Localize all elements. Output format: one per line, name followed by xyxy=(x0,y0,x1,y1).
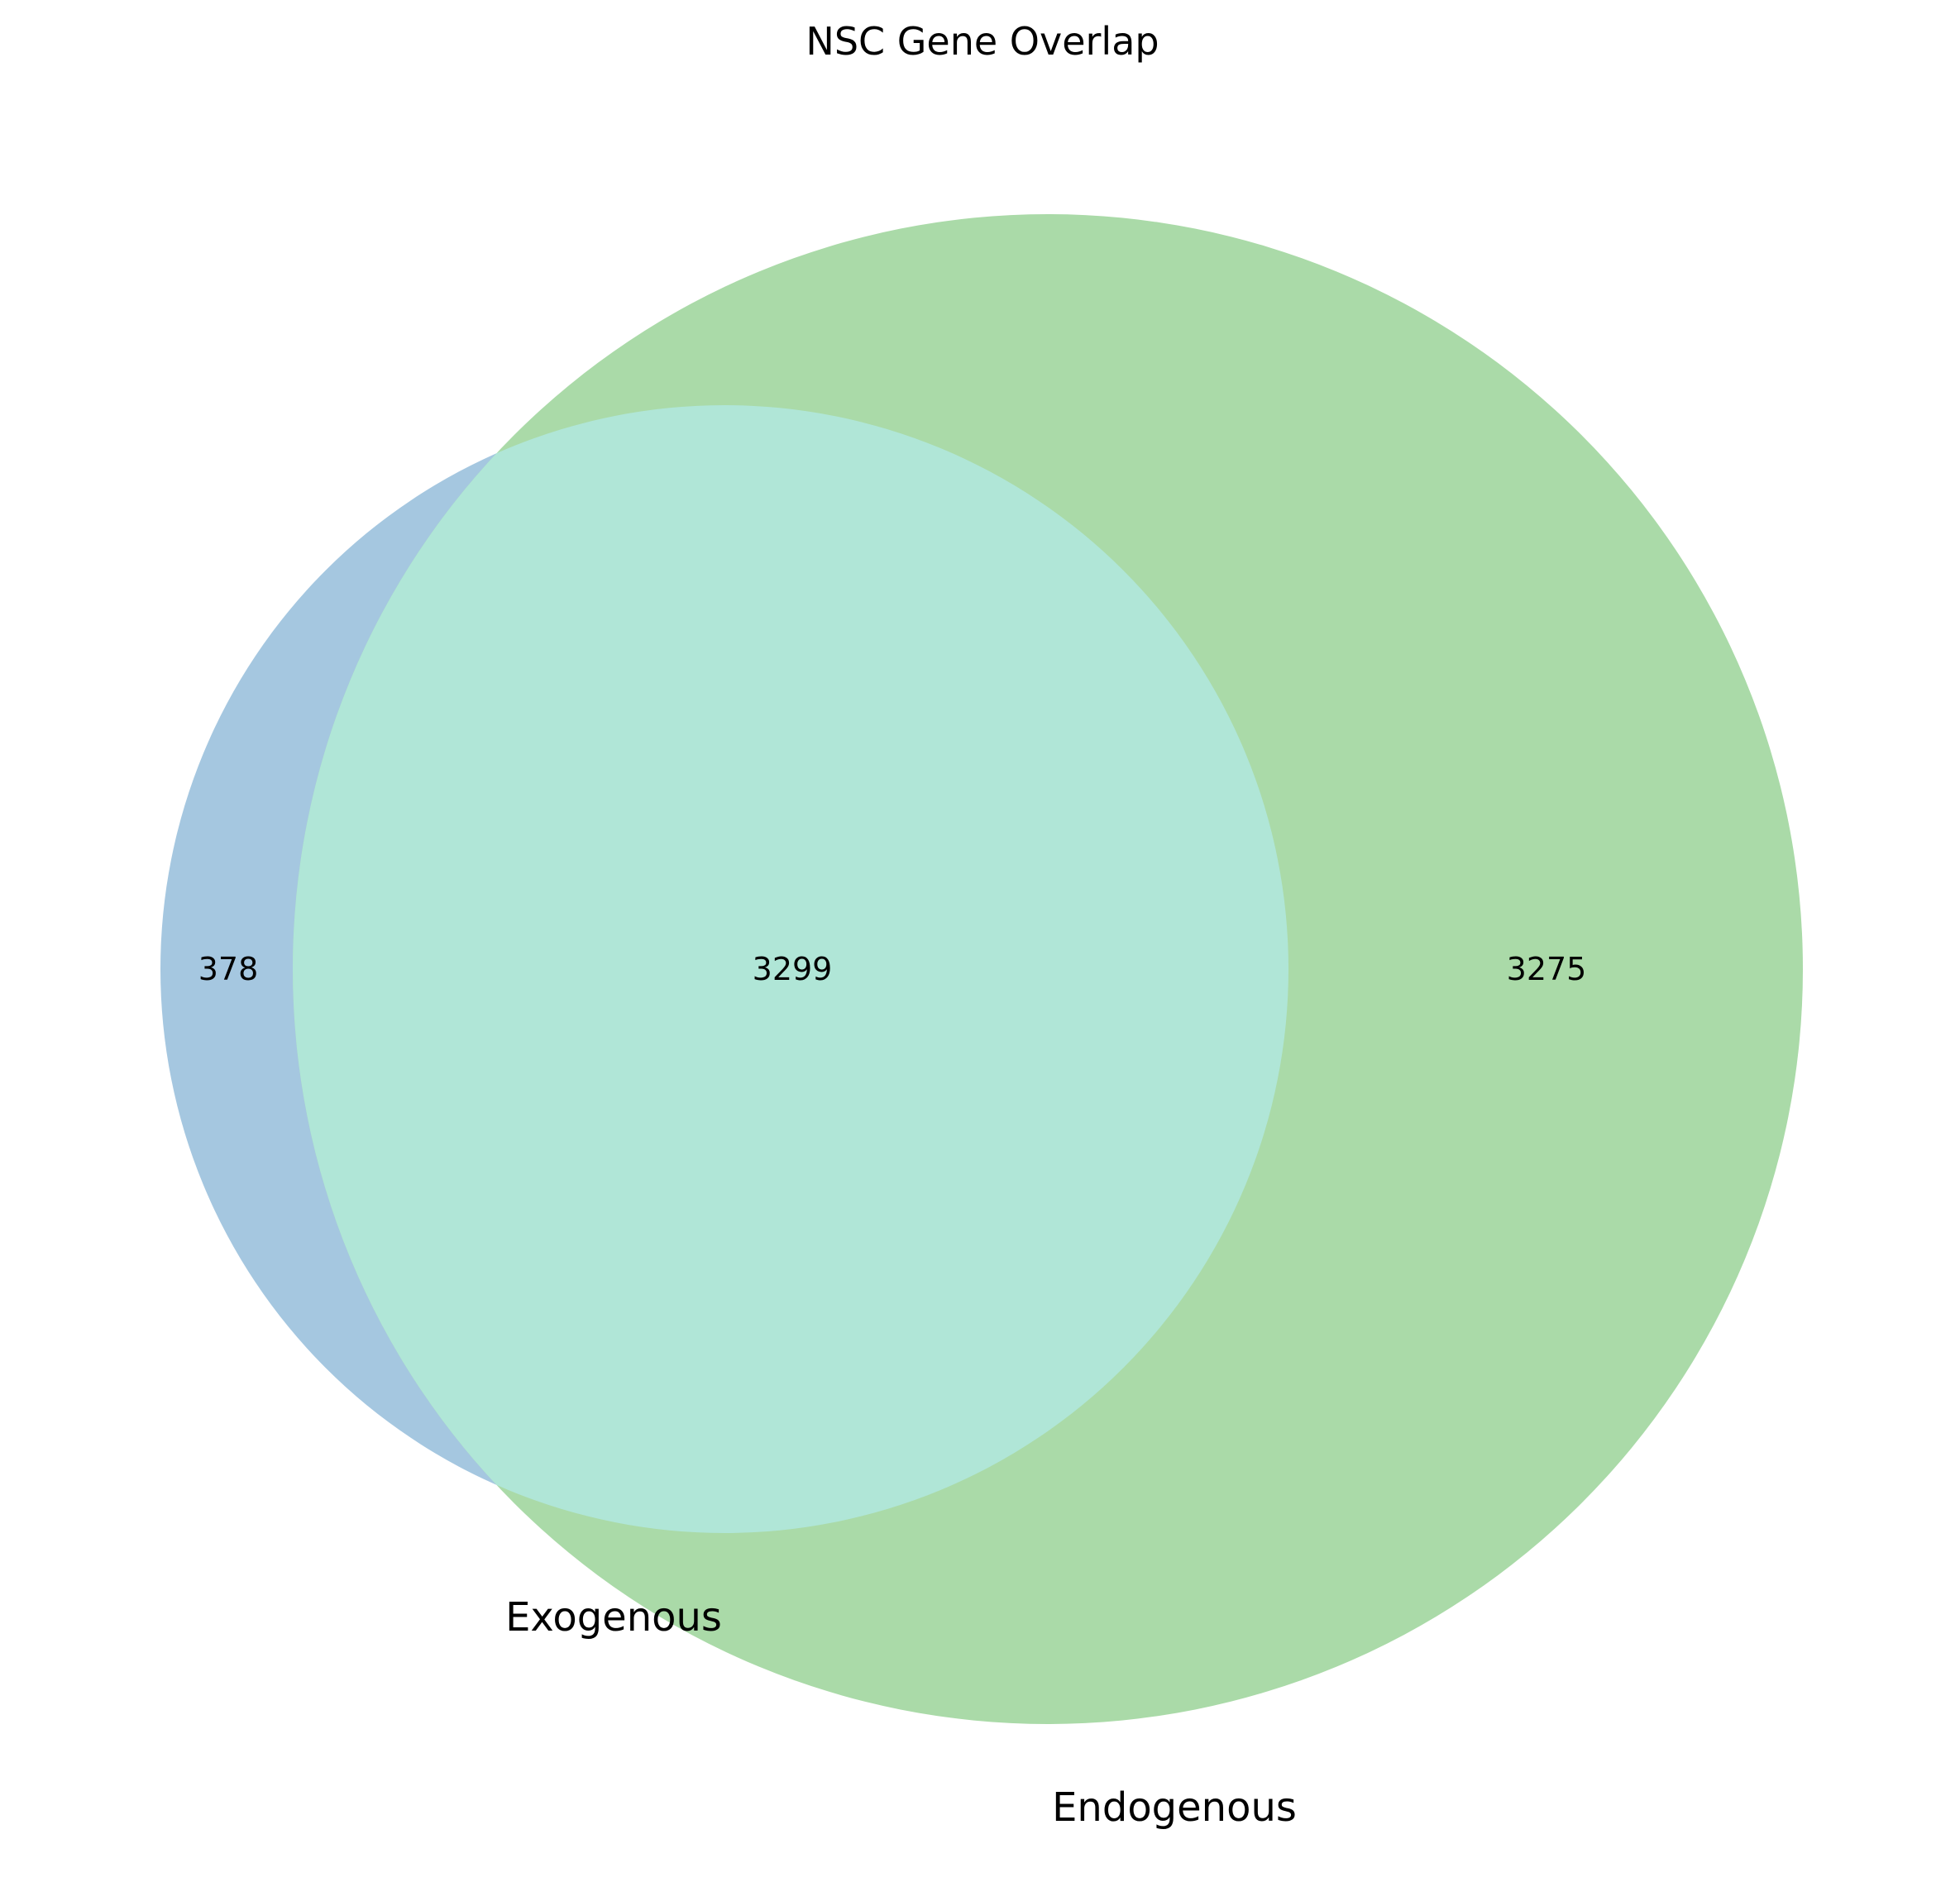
endogenous-label: Endogenous xyxy=(1052,1784,1297,1831)
intersection-region xyxy=(293,405,1288,1533)
exogenous-label: Exogenous xyxy=(505,1594,722,1641)
intersection-count: 3299 xyxy=(753,951,833,987)
endogenous-only-count: 3275 xyxy=(1507,951,1587,987)
chart-title: NSC Gene Overlap xyxy=(806,19,1159,64)
exogenous-only-count: 378 xyxy=(198,951,259,987)
